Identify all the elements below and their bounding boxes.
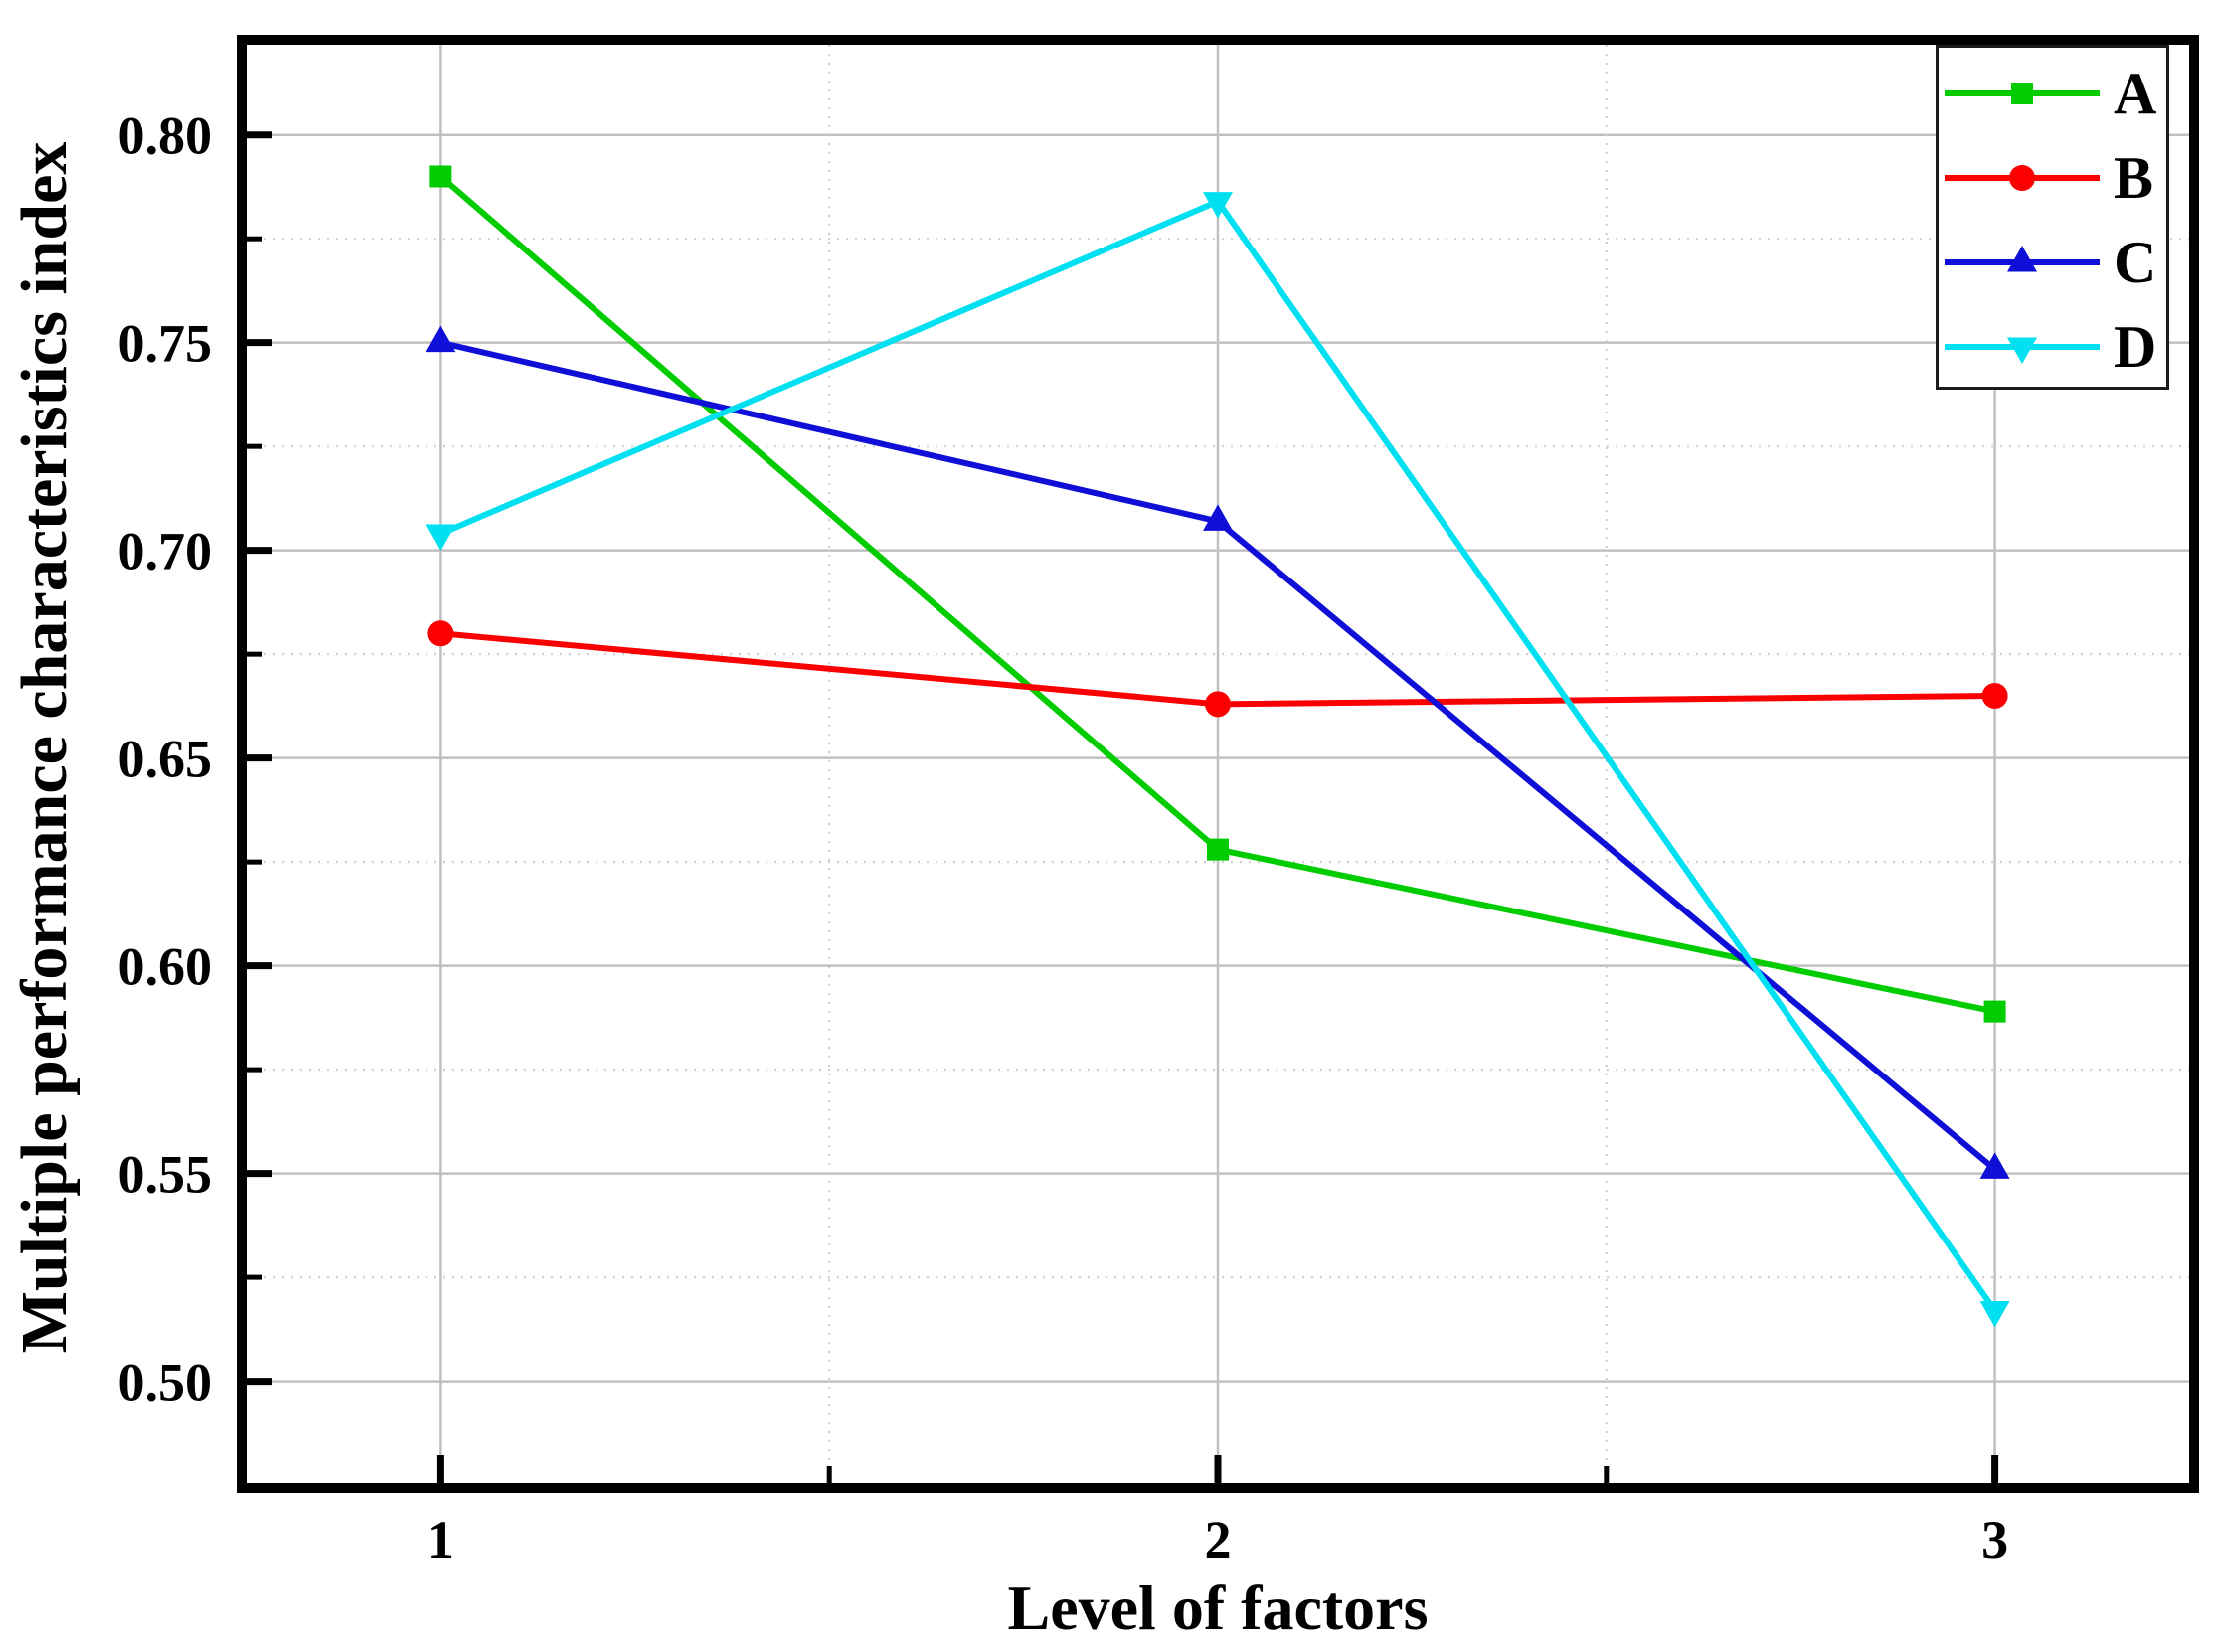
marker-D-2: [1203, 192, 1233, 219]
marker-B-3: [1981, 682, 2008, 709]
y-tick-label: 0.50: [118, 1353, 213, 1412]
y-tick-label: 0.80: [118, 106, 213, 166]
legend-marker-C: [2007, 245, 2037, 272]
legend-sample-line: [1945, 164, 2100, 191]
y-tick-label: 0.60: [118, 937, 213, 997]
y-tick-label: 0.70: [118, 522, 213, 581]
legend-marker-B: [2009, 164, 2035, 191]
legend-label: C: [2114, 229, 2157, 295]
marker-C-2: [1203, 504, 1233, 531]
marker-D-3: [1979, 1301, 2010, 1328]
marker-B-2: [1205, 691, 1231, 718]
marker-B-1: [427, 620, 454, 647]
legend-marker-A: [2011, 82, 2033, 104]
legend-row: D: [1939, 305, 2166, 390]
legend-label: D: [2114, 314, 2157, 381]
legend-marker-D: [2007, 337, 2037, 365]
marker-A-2: [1207, 838, 1229, 861]
marker-A-1: [429, 165, 452, 188]
axis-frame: [237, 35, 2199, 1493]
x-tick-label: 3: [1981, 1510, 2008, 1569]
y-tick-label: 0.55: [118, 1145, 213, 1205]
legend-label: B: [2114, 144, 2154, 211]
marker-D-1: [426, 524, 456, 551]
marker-A-3: [1983, 1000, 2006, 1023]
legend-sample-line: [1945, 245, 2100, 272]
legend-label: A: [2114, 60, 2157, 126]
legend-row: B: [1939, 135, 2166, 220]
x-axis-title: Level of factors: [1007, 1572, 1429, 1643]
x-tick-label: 1: [427, 1510, 454, 1569]
legend-sample-line: [1945, 337, 2100, 365]
x-tick-label: 2: [1205, 1510, 1232, 1569]
marker-C-1: [426, 325, 456, 353]
y-axis-title: Multiple performance characteristics ind…: [8, 141, 81, 1354]
y-tick-label: 0.65: [118, 730, 213, 789]
legend-row: A: [1939, 51, 2166, 135]
y-tick-label: 0.75: [118, 314, 213, 374]
marker-C-3: [1979, 1152, 2010, 1179]
legend-sample-line: [1945, 82, 2100, 104]
legend-row: C: [1939, 220, 2166, 304]
legend: A B C D: [1936, 45, 2169, 390]
